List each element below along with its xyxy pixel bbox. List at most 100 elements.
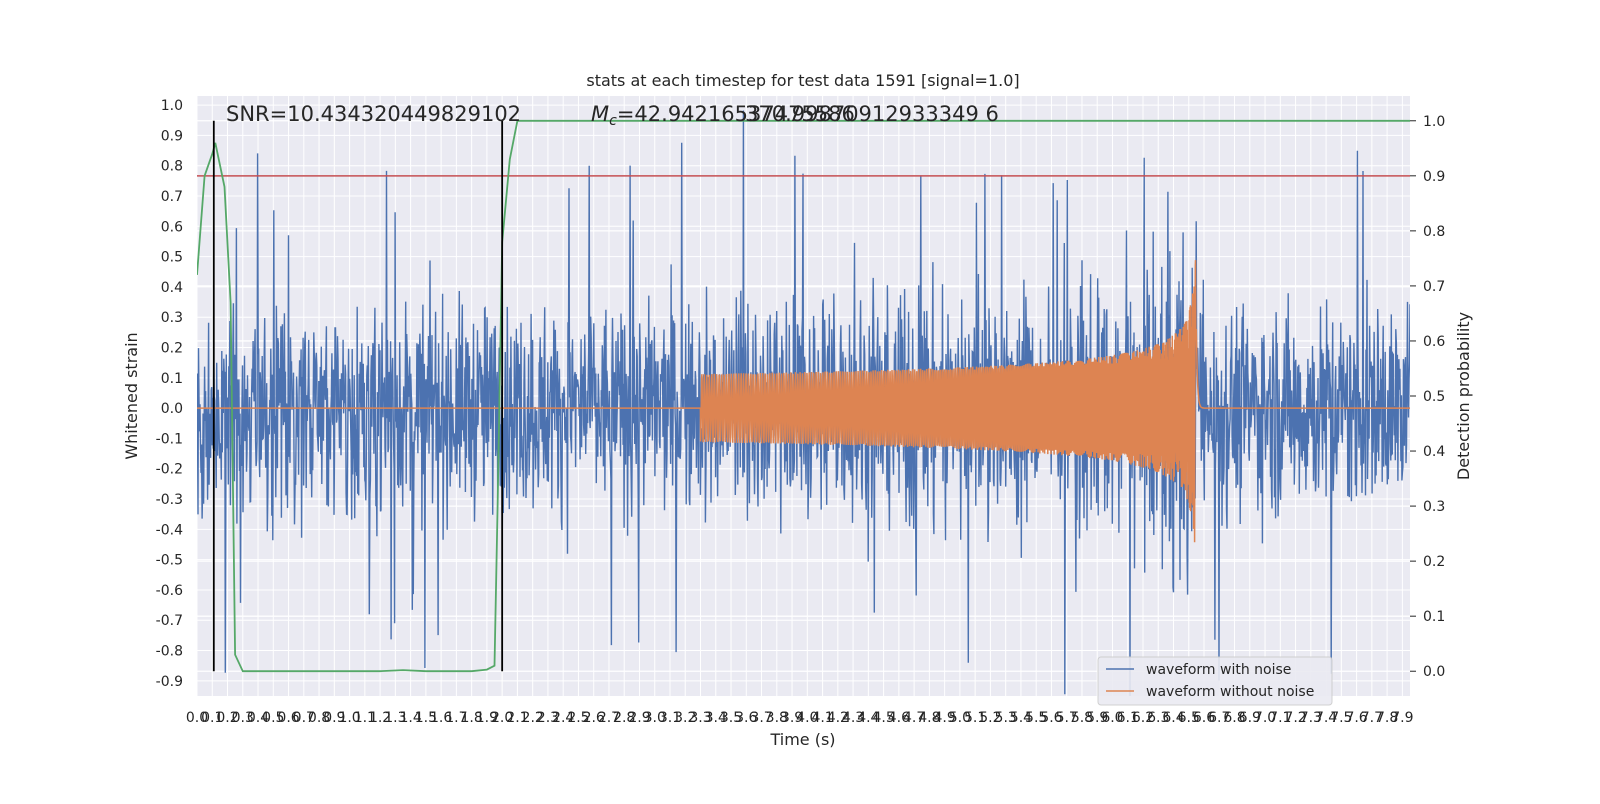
x-tick-label: 4.9 xyxy=(934,710,956,726)
x-tick-label: 4.5 xyxy=(872,710,894,726)
x-tick-label: 3.7 xyxy=(750,710,772,726)
y2-tick-labels: 0.0 0.1 0.2 0.3 0.4 0.5 0.6 0.7 0.8 0.9 1.0 xyxy=(1423,114,1445,680)
x-tick-label: 5.9 xyxy=(1086,710,1108,726)
x-tick-label: 4.1 xyxy=(811,710,833,726)
x-tick-label: 2.7 xyxy=(598,710,620,726)
y-tick-label: -0.5 xyxy=(156,553,183,569)
x-tick-label: 6.3 xyxy=(1147,710,1169,726)
x-tick-label: 4.2 xyxy=(827,710,849,726)
y-tick-label: 0.4 xyxy=(161,280,183,296)
y-tick-labels: -0.9 -0.8 -0.7 -0.6 -0.5 -0.4 -0.3 -0.2 -0.1 0.0 0… xyxy=(156,98,183,690)
x-tick-labels: 0.00.10.20.30.40.50.60.70.80.91.01.11.21… xyxy=(186,710,1414,726)
chirp-mass-symbol: M xyxy=(591,102,609,126)
snr-annotation: SNR=10.434320449829102 xyxy=(226,102,521,126)
x-tick-label: 6.5 xyxy=(1178,710,1200,726)
x-tick-label: 7.5 xyxy=(1330,710,1352,726)
x-tick-label: 4.6 xyxy=(888,710,910,726)
y-tick-label: -0.3 xyxy=(156,492,183,508)
x-tick-label: 3.1 xyxy=(659,710,681,726)
y2-tick-label: 0.9 xyxy=(1423,169,1445,185)
x-tick-label: 7.1 xyxy=(1269,710,1291,726)
x-tick-label: 0.0 xyxy=(186,710,208,726)
x-tick-label: 2.1 xyxy=(506,710,528,726)
y-tick-label: -0.4 xyxy=(156,522,183,538)
chirp-mass-subscript: c xyxy=(609,113,617,129)
y2-tick-label: 0.4 xyxy=(1423,444,1445,460)
y-tick-label: -0.1 xyxy=(156,431,183,447)
x-tick-label: 0.6 xyxy=(277,710,299,726)
x-tick-label: 7.2 xyxy=(1284,710,1306,726)
overlap-annotation: 370.99870912933349 6 xyxy=(745,102,999,126)
x-tick-label: 3.0 xyxy=(644,710,666,726)
y-tick-label: 0.8 xyxy=(161,159,183,175)
x-tick-label: 6.2 xyxy=(1132,710,1154,726)
x-tick-label: 1.8 xyxy=(461,710,483,726)
y2-tick-label: 0.6 xyxy=(1423,334,1445,350)
x-tick-label: 5.2 xyxy=(979,710,1001,726)
x-tick-label: 7.3 xyxy=(1300,710,1322,726)
x-tick-label: 1.9 xyxy=(476,710,498,726)
y-tick-label: 0.3 xyxy=(161,310,183,326)
x-tick-label: 4.0 xyxy=(796,710,818,726)
y-tick-label: -0.9 xyxy=(156,674,183,690)
y-tick-label: 0.0 xyxy=(161,401,183,417)
x-tick-label: 2.3 xyxy=(537,710,559,726)
x-tick-label: 5.0 xyxy=(949,710,971,726)
x-tick-label: 1.5 xyxy=(415,710,437,726)
x-tick-label: 4.7 xyxy=(903,710,925,726)
x-tick-label: 0.7 xyxy=(293,710,315,726)
chart-title: stats at each timestep for test data 159… xyxy=(586,71,1019,90)
x-tick-label: 5.1 xyxy=(964,710,986,726)
y-tick-label: -0.7 xyxy=(156,613,183,629)
y2-tick-label: 0.3 xyxy=(1423,499,1445,515)
x-tick-label: 2.8 xyxy=(613,710,635,726)
x-tick-label: 7.8 xyxy=(1376,710,1398,726)
x-tick-label: 1.4 xyxy=(399,710,421,726)
x-tick-label: 3.6 xyxy=(735,710,757,726)
x-tick-label: 5.4 xyxy=(1010,710,1032,726)
x-tick-label: 2.5 xyxy=(567,710,589,726)
y2-axis-label: Detection probability xyxy=(1454,312,1473,480)
y-tick-label: -0.6 xyxy=(156,583,183,599)
chirp-mass-value: =42.94216537475586 xyxy=(617,102,855,126)
x-tick-label: 1.0 xyxy=(338,710,360,726)
x-tick-label: 0.2 xyxy=(216,710,238,726)
chirp-mass-annotation: Mc=42.94216537475586 xyxy=(591,102,855,129)
x-tick-label: 1.1 xyxy=(354,710,376,726)
vertical-marker-lines xyxy=(212,120,504,672)
x-tick-label: 0.3 xyxy=(232,710,254,726)
x-tick-label: 3.5 xyxy=(720,710,742,726)
y-tick-label: 0.9 xyxy=(161,128,183,144)
y-axis-label: Whitened strain xyxy=(122,332,141,459)
x-tick-label: 7.9 xyxy=(1391,710,1413,726)
x-tick-label: 3.4 xyxy=(705,710,727,726)
y-tick-label: 0.5 xyxy=(161,250,183,266)
x-tick-label: 6.9 xyxy=(1239,710,1261,726)
y2-tick-label: 1.0 xyxy=(1423,114,1445,130)
y-tick-label: -0.2 xyxy=(156,462,183,478)
y2-tick-label: 0.5 xyxy=(1423,389,1445,405)
x-tick-label: 6.1 xyxy=(1117,710,1139,726)
x-tick-label: 7.4 xyxy=(1315,710,1337,726)
x-tick-label: 6.8 xyxy=(1223,710,1245,726)
x-tick-label: 3.9 xyxy=(781,710,803,726)
x-tick-label: 0.4 xyxy=(247,710,269,726)
x-tick-label: 0.9 xyxy=(323,710,345,726)
legend-label-noise: waveform with noise xyxy=(1146,662,1291,678)
x-tick-label: 5.3 xyxy=(995,710,1017,726)
y-tick-label: 1.0 xyxy=(161,98,183,114)
x-tick-label: 7.7 xyxy=(1361,710,1383,726)
y2-tick-label: 0.0 xyxy=(1423,664,1445,680)
x-tick-label: 2.2 xyxy=(522,710,544,726)
x-tick-label: 1.6 xyxy=(430,710,452,726)
x-tick-label: 5.7 xyxy=(1056,710,1078,726)
x-tick-label: 6.7 xyxy=(1208,710,1230,726)
x-tick-label: 4.3 xyxy=(842,710,864,726)
series-waveform-without-noise xyxy=(197,260,1410,543)
legend-label-clean: waveform without noise xyxy=(1146,684,1314,700)
x-tick-label: 5.5 xyxy=(1025,710,1047,726)
x-tick-label: 2.6 xyxy=(583,710,605,726)
y2-tick-label: 0.7 xyxy=(1423,279,1445,295)
